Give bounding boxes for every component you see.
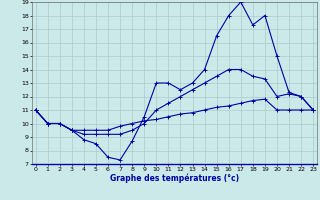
X-axis label: Graphe des températures (°c): Graphe des températures (°c)	[110, 174, 239, 183]
